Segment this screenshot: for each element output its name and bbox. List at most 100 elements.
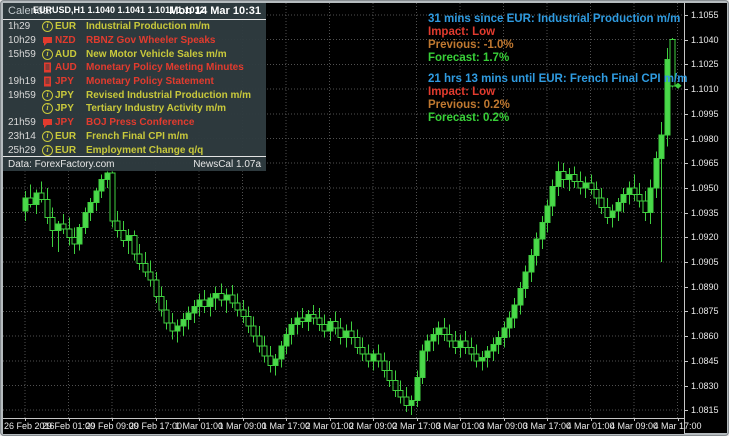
event-time: 15h59 <box>8 48 36 60</box>
time-tick <box>373 419 374 421</box>
candle-bear <box>163 309 170 324</box>
candle-bull <box>528 254 535 273</box>
candle-bull <box>191 305 198 314</box>
candle-bear <box>452 340 459 349</box>
event-name: Industrial Production m/m <box>86 21 210 33</box>
candle-bull <box>76 226 83 245</box>
news-info-block: 31 mins since EUR: Industrial Production… <box>428 13 687 65</box>
event-icon: i <box>40 130 55 142</box>
currency-code: EUR <box>55 144 77 156</box>
price-tick <box>685 138 688 140</box>
news-impact: Impact: Low <box>428 26 496 38</box>
candle-bull <box>305 314 312 322</box>
calendar-row: 15h59 i AUD New Motor Vehicle Sales m/m <box>3 47 266 61</box>
candle-bull <box>544 205 551 223</box>
candle-bear <box>359 347 366 355</box>
currency-code: JPY <box>55 76 74 88</box>
candle-bull <box>82 212 89 228</box>
candle-bull <box>185 312 192 321</box>
candle-bear <box>631 187 638 195</box>
time-tick <box>155 419 157 421</box>
time-label: 26 Feb 2016 <box>4 421 55 431</box>
candle-bear <box>142 263 149 273</box>
candle-bear <box>604 207 611 219</box>
news-info-overlay: 31 mins since EUR: Industrial Production… <box>428 13 687 125</box>
candle-bear <box>120 230 127 242</box>
candle-bull <box>582 182 589 189</box>
currency-code: AUD <box>55 48 77 60</box>
report-icon <box>44 76 51 87</box>
candle-bear <box>577 180 584 189</box>
price-label: 1.0815 <box>691 405 719 416</box>
event-icon <box>40 118 55 128</box>
news-impact: Impact: Low <box>428 86 496 98</box>
currency-code: NZD <box>55 35 76 47</box>
time-label: 4 Mar 17:00 <box>653 421 702 431</box>
candle-bull <box>370 353 377 362</box>
chart-plot[interactable]: EURUSD,H1 1.1040 1.1041 1.1011 1.1012 31… <box>3 3 687 418</box>
time-tick <box>329 419 331 421</box>
event-time: 10h29 <box>8 35 36 47</box>
candle-bull <box>609 210 616 219</box>
candle-bear <box>109 172 116 222</box>
price-label: 1.1040 <box>691 34 719 45</box>
candle-bear <box>473 353 480 362</box>
candle-bear <box>267 355 274 367</box>
calendar-clock: Mon 14 Mar 10:31 <box>169 5 261 17</box>
candle-bull <box>506 317 513 329</box>
price-label: 1.0950 <box>691 182 719 193</box>
candle-bear <box>201 299 208 307</box>
quote-line: EURUSD,H1 1.1040 1.1041 1.1011 1.1012 <box>33 5 205 15</box>
candle-bull <box>174 325 181 332</box>
price-tick <box>685 410 688 412</box>
price-label: 1.0905 <box>691 257 719 267</box>
candle-bear <box>158 296 165 311</box>
calendar-row: 10h29 NZD RBNZ Gov Wheeler Speaks <box>3 34 266 48</box>
price-tick <box>685 262 688 263</box>
event-name: Employment Change q/q <box>86 144 204 156</box>
currency-code: JPY <box>55 103 74 115</box>
calendar-data-source: Data: ForexFactory.com <box>8 158 115 170</box>
speech-bubble-icon <box>43 118 52 128</box>
currency-code: EUR <box>55 130 77 142</box>
candle-bull <box>212 292 219 299</box>
event-name: New Motor Vehicle Sales m/m <box>86 48 227 60</box>
candle-bull <box>272 358 279 367</box>
candle-bear <box>71 236 78 245</box>
candle-bear <box>598 197 605 209</box>
price-label: 1.0980 <box>691 133 719 144</box>
price-tick <box>685 187 688 189</box>
candle-bull <box>626 187 633 195</box>
price-label: 1.0995 <box>691 108 719 119</box>
price-label: 1.1055 <box>691 10 719 20</box>
time-tick <box>68 419 70 421</box>
candle-bear <box>147 271 154 281</box>
candle-bear <box>354 337 361 349</box>
time-tick <box>460 419 461 421</box>
price-tick <box>685 64 688 66</box>
candle-bear <box>114 220 121 232</box>
event-name: Revised Industrial Production m/m <box>86 89 252 101</box>
price-label: 1.0920 <box>691 232 719 243</box>
candle-bear <box>593 189 600 199</box>
info-icon: i <box>42 21 53 33</box>
candle-bear <box>27 197 34 205</box>
time-label: 3 Mar 01:00 <box>435 421 485 431</box>
candle-bull <box>511 304 518 319</box>
time-tick <box>25 419 26 421</box>
candle-bull <box>294 317 301 326</box>
candle-bear <box>316 317 323 326</box>
candle-bear <box>403 396 410 406</box>
candle-bull <box>615 202 622 212</box>
candle-bear <box>218 292 225 301</box>
price-tick <box>685 286 688 288</box>
time-label: 2 Mar 09:00 <box>348 421 398 431</box>
event-name: Tertiary Industry Activity m/m <box>86 103 227 115</box>
candle-bear <box>669 39 676 87</box>
candle-bull <box>104 172 111 181</box>
candle-bull <box>430 333 437 342</box>
candle-bull <box>283 333 290 347</box>
candle-bear <box>234 302 241 311</box>
candle-bull <box>620 193 627 204</box>
